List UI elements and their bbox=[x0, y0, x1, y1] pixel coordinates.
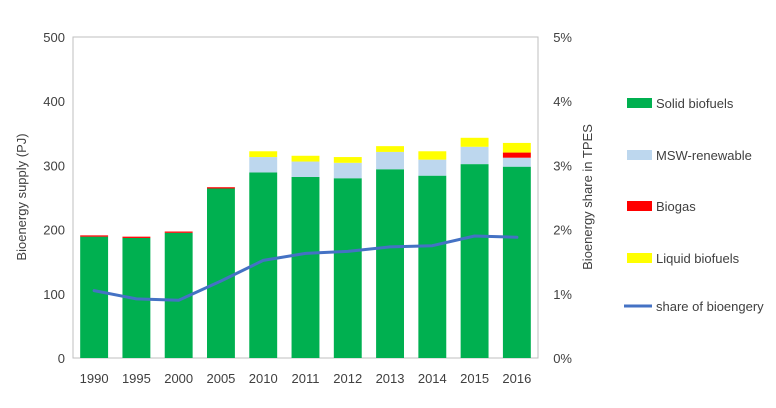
y2-tick-label: 3% bbox=[553, 158, 572, 173]
bar-segment bbox=[207, 188, 235, 358]
bar-segment bbox=[418, 159, 447, 176]
bar-segment bbox=[460, 146, 489, 165]
y2-tick-label: 4% bbox=[553, 94, 572, 109]
x-tick-label: 2015 bbox=[460, 371, 489, 386]
right-axis-ticks: 0% 1% 2% 3% 4% 5% bbox=[553, 30, 572, 366]
y-tick-label: 300 bbox=[43, 158, 65, 173]
y-tick-label: 400 bbox=[43, 94, 65, 109]
y2-tick-label: 0% bbox=[553, 351, 572, 366]
bar-segment bbox=[122, 236, 151, 238]
legend-label: Liquid biofuels bbox=[656, 251, 740, 266]
bar-segment bbox=[164, 231, 193, 233]
legend-label: Solid biofuels bbox=[656, 96, 734, 111]
share-line-path bbox=[92, 234, 519, 302]
y-tick-label: 100 bbox=[43, 287, 65, 302]
legend-label: Biogas bbox=[656, 199, 696, 214]
y-tick-label: 500 bbox=[43, 30, 65, 45]
y2-axis-title: Bioenergy share in TPES bbox=[580, 124, 595, 270]
x-tick-label: 2016 bbox=[502, 371, 531, 386]
legend-label: share of bioengery bbox=[656, 299, 764, 314]
bar-segment bbox=[80, 236, 109, 358]
x-tick-label: 2013 bbox=[376, 371, 405, 386]
legend-label: MSW-renewable bbox=[656, 148, 752, 163]
bar-segment bbox=[376, 146, 404, 152]
y-tick-label: 0 bbox=[58, 351, 65, 366]
left-axis-ticks: 0 100 200 300 400 500 bbox=[43, 30, 65, 366]
x-tick-label: 2000 bbox=[164, 371, 193, 386]
x-tick-label: 1990 bbox=[80, 371, 109, 386]
bars bbox=[80, 137, 531, 358]
bar-segment bbox=[502, 142, 531, 153]
bar-segment bbox=[502, 166, 531, 358]
legend-swatch bbox=[627, 253, 652, 263]
bar-segment bbox=[460, 164, 489, 358]
x-tick-label: 2005 bbox=[206, 371, 235, 386]
share-line bbox=[92, 234, 519, 302]
x-tick-label: 2011 bbox=[292, 371, 320, 386]
x-tick-label: 2010 bbox=[249, 371, 278, 386]
bar-segment bbox=[291, 176, 320, 358]
legend-swatch bbox=[627, 150, 652, 160]
bar-segment bbox=[291, 155, 320, 162]
bar-segment bbox=[249, 157, 278, 173]
bar-segment bbox=[333, 157, 362, 163]
legend: Solid biofuels MSW-renewable Biogas Liquid … bbox=[624, 96, 764, 314]
bar-segment bbox=[418, 151, 447, 160]
bar-segment bbox=[291, 161, 320, 177]
bar-segment bbox=[333, 178, 362, 358]
x-tick-label: 2014 bbox=[418, 371, 447, 386]
bar-segment bbox=[502, 152, 531, 158]
bar-segment bbox=[249, 151, 278, 158]
x-tick-label: 1995 bbox=[122, 371, 151, 386]
bar-segment bbox=[376, 169, 404, 358]
bar-segment bbox=[333, 162, 362, 179]
y2-tick-label: 5% bbox=[553, 30, 572, 45]
x-tick-label: 2012 bbox=[333, 371, 362, 386]
bar-segment bbox=[460, 137, 489, 147]
bar-segment bbox=[376, 151, 404, 170]
legend-swatch bbox=[627, 201, 652, 211]
x-axis-ticks: 1990 1995 2000 2005 2010 2011 2012 2013 2014 2015… bbox=[80, 371, 532, 386]
y2-tick-label: 2% bbox=[553, 223, 572, 238]
y-axis-title: Bioenergy supply (PJ) bbox=[14, 133, 29, 260]
y2-tick-label: 1% bbox=[553, 287, 572, 302]
y-tick-label: 200 bbox=[43, 223, 65, 238]
legend-swatch bbox=[627, 98, 652, 108]
bar-segment bbox=[207, 187, 235, 189]
bar-segment bbox=[502, 157, 531, 167]
bar-segment bbox=[80, 235, 109, 237]
bar-segment bbox=[418, 175, 447, 358]
